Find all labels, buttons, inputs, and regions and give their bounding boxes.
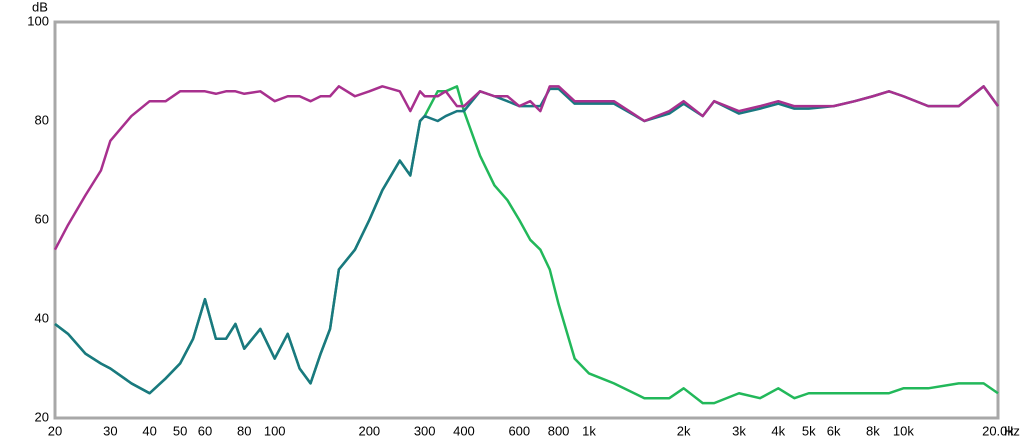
x-tick-label: 20.0k [982, 423, 1014, 438]
y-unit: dB [32, 0, 48, 14]
x-tick-label: 10k [893, 423, 914, 438]
x-tick-label: 200 [358, 423, 380, 438]
y-tick-label: 60 [35, 211, 49, 226]
plot-frame [53, 20, 1000, 420]
x-tick-label: 5k [802, 423, 816, 438]
x-tick-label: 4k [771, 423, 785, 438]
x-tick-label: 8k [866, 423, 880, 438]
x-tick-label: 300 [414, 423, 436, 438]
x-tick-label: 2k [677, 423, 691, 438]
x-tick-label: 30 [103, 423, 117, 438]
x-tick-label: 600 [508, 423, 530, 438]
x-tick-label: 6k [827, 423, 841, 438]
x-tick-label: 100 [264, 423, 286, 438]
x-tick-label: 60 [198, 423, 212, 438]
y-tick-label: 40 [35, 310, 49, 325]
series-line [54, 85, 1000, 395]
y-tick-label: 100 [27, 13, 49, 28]
x-tick-label: 40 [142, 423, 156, 438]
y-tick-label: 20 [35, 409, 49, 424]
x-tick-label: 50 [173, 423, 187, 438]
x-unit: Hz [1004, 423, 1020, 438]
x-tick-label: 80 [237, 423, 251, 438]
x-tick-label: 800 [548, 423, 570, 438]
x-tick-label: 1k [582, 423, 596, 438]
y-tick-label: 80 [35, 112, 49, 127]
x-tick-label: 3k [732, 423, 746, 438]
x-tick-label: 400 [453, 423, 475, 438]
series-line [53, 85, 1000, 251]
x-tick-label: 20 [48, 423, 62, 438]
